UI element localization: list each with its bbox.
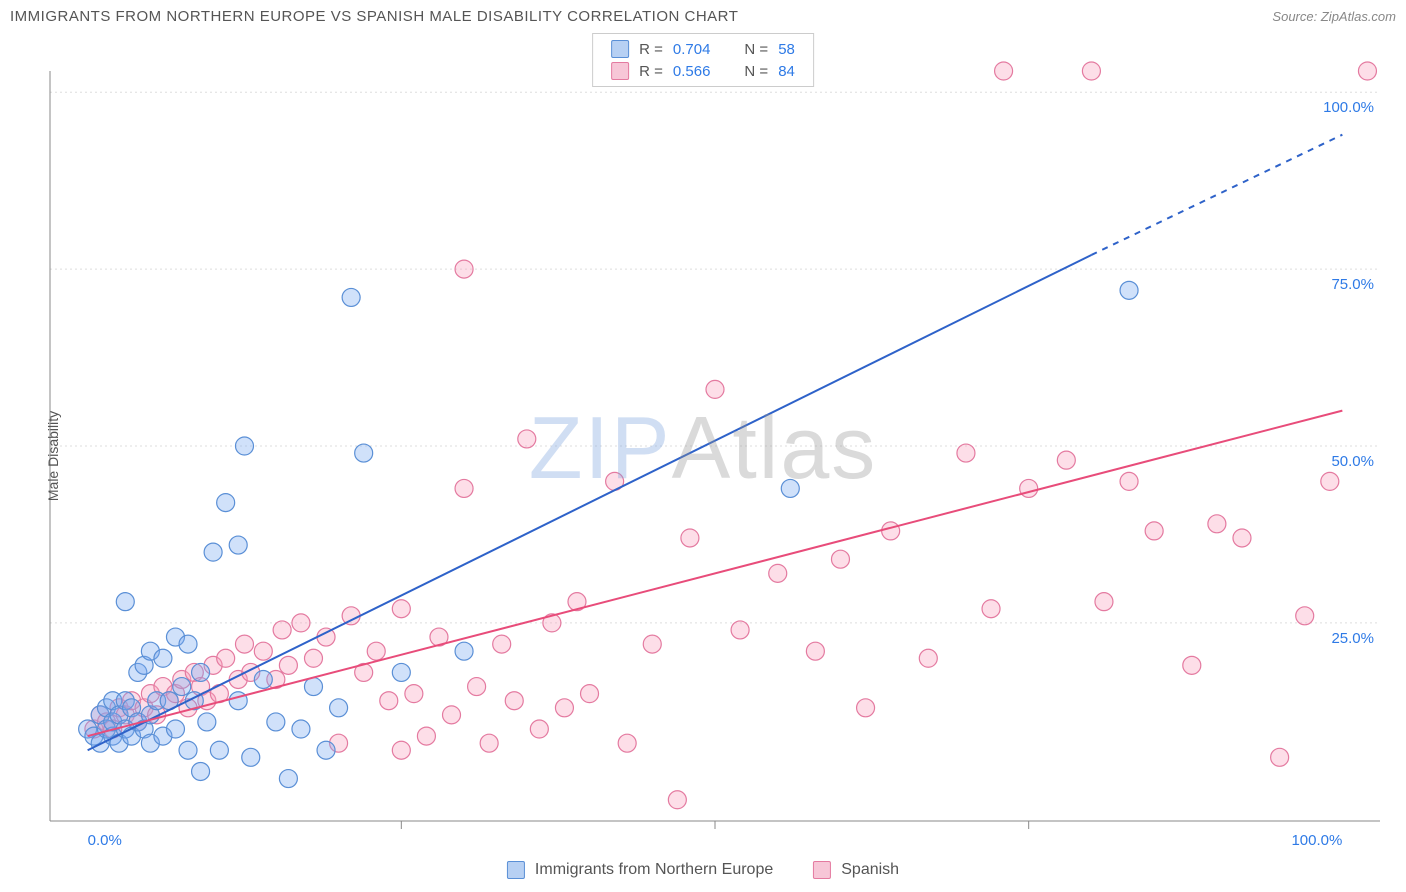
- n-value: 84: [778, 63, 795, 80]
- svg-text:25.0%: 25.0%: [1331, 630, 1374, 647]
- header: IMMIGRANTS FROM NORTHERN EUROPE VS SPANI…: [0, 0, 1406, 31]
- correlation-legend: R = 0.704 N = 58 R = 0.566 N = 84: [592, 33, 814, 87]
- n-label: N =: [744, 41, 768, 58]
- swatch-icon: [507, 861, 525, 879]
- legend-row-series-1: R = 0.566 N = 84: [593, 60, 813, 82]
- r-label: R =: [639, 41, 663, 58]
- svg-text:100.0%: 100.0%: [1323, 99, 1374, 116]
- r-value: 0.566: [673, 63, 711, 80]
- series-legend: Immigrants from Northern Europe Spanish: [507, 861, 899, 879]
- r-label: R =: [639, 63, 663, 80]
- y-axis-label: Male Disability: [45, 411, 61, 501]
- svg-text:50.0%: 50.0%: [1331, 453, 1374, 470]
- swatch-icon: [611, 62, 629, 80]
- chart-area: Male Disability ZIPAtlas 0.0%100.0%25.0%…: [0, 31, 1406, 881]
- swatch-icon: [611, 40, 629, 58]
- legend-item-series-1: Spanish: [813, 861, 899, 879]
- n-value: 58: [778, 41, 795, 58]
- source-attribution: Source: ZipAtlas.com: [1272, 9, 1396, 24]
- r-value: 0.704: [673, 41, 711, 58]
- legend-label: Immigrants from Northern Europe: [535, 861, 773, 879]
- swatch-icon: [813, 861, 831, 879]
- chart-title: IMMIGRANTS FROM NORTHERN EUROPE VS SPANI…: [10, 8, 738, 25]
- legend-label: Spanish: [841, 861, 899, 879]
- legend-item-series-0: Immigrants from Northern Europe: [507, 861, 773, 879]
- scatter-plot: 0.0% 100.0% 25.0% 50.0% 75.0% 100.0%: [0, 31, 1406, 881]
- svg-text:100.0%: 100.0%: [1291, 832, 1342, 849]
- svg-text:75.0%: 75.0%: [1331, 276, 1374, 293]
- source-name: ZipAtlas.com: [1321, 9, 1396, 24]
- legend-row-series-0: R = 0.704 N = 58: [593, 38, 813, 60]
- source-label: Source:: [1272, 9, 1317, 24]
- svg-text:0.0%: 0.0%: [88, 832, 122, 849]
- n-label: N =: [744, 63, 768, 80]
